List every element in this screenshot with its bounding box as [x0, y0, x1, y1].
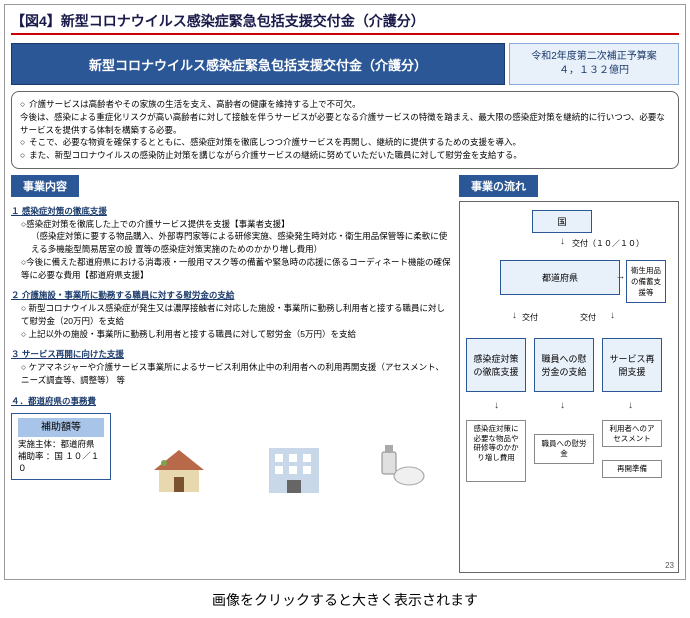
main-row: 事業内容 １ 感染症対策の徹底支援 ○感染症対策を徹底した上での介護サービス提供… — [11, 175, 679, 573]
s3-a: ○ ケアマネジャーや介護サービス事業所によるサービス利用休止中の利用者への利用再… — [21, 361, 451, 387]
s2-b: ○ 上記以外の施設・事業所に勤務し利用者と接する職員に対して慰労金（5万円）を支… — [21, 328, 451, 341]
main-title: 新型コロナウイルス感染症緊急包括支援交付金（介護分） — [11, 43, 505, 85]
s3-title: ３ サービス再開に向けた支援 — [11, 348, 451, 361]
node-reward: 職員への慰労金の支給 — [534, 338, 594, 392]
subsidy-box: 補助額等 実施主体：都道府県 補助率 ：国 １０／１０ — [11, 413, 111, 480]
right-tab: 事業の流れ — [459, 175, 538, 197]
right-column: 事業の流れ 国 ↓ 交付（１０／１０） 都道府県 衛生用品の備蓄支援等 ↓ ↓ … — [459, 175, 679, 573]
detail-b: 職員への慰労金 — [534, 434, 594, 464]
building-icon — [259, 440, 329, 495]
node-country: 国 — [532, 210, 592, 233]
intro-1: 今後は、感染による重症化リスクが高い高齢者に対して接触を伴うサービスが必要となる… — [20, 111, 670, 137]
arrow-icon: ↓ — [628, 400, 633, 411]
s4-title: ４．都道府県の事務費 — [11, 395, 451, 408]
arrow-icon: ↓ — [512, 310, 517, 321]
left-content: １ 感染症対策の徹底支援 ○感染症対策を徹底した上での介護サービス提供を支援【事… — [11, 205, 451, 495]
label-deliver-1: 交付 — [522, 312, 538, 323]
sanitizer-mask-icon — [374, 440, 429, 495]
left-tab: 事業内容 — [11, 175, 79, 197]
arrow-icon: ↓ — [615, 275, 626, 280]
page-number: 23 — [665, 561, 674, 570]
figure-title: 【図4】新型コロナウイルス感染症緊急包括支援交付金（介護分） — [11, 11, 679, 35]
detail-a: 感染症対策に必要な物品や研修等のかかり増し費用 — [466, 420, 526, 482]
budget-line2: ４，１３２億円 — [516, 64, 672, 78]
s2-title: ２ 介護施設・事業所に勤務する職員に対する慰労金の支給 — [11, 289, 451, 302]
subsidy-title: 補助額等 — [18, 418, 104, 437]
subsidy-body2: 補助率 ：国 １０／１０ — [18, 451, 104, 475]
label-deliver-2: 交付 — [580, 312, 596, 323]
arrow-icon: ↓ — [560, 236, 565, 247]
budget-box: 令和2年度第二次補正予算案 ４，１３２億円 — [509, 43, 679, 85]
arrow-icon: ↓ — [610, 310, 615, 321]
label-grant: 交付（１０／１０） — [572, 238, 644, 249]
s2-a: ○ 新型コロナウイルス感染症が発生又は濃厚接触者に対応した施設・事業所に勤務し利… — [21, 302, 451, 328]
intro-2: そこで、必要な物資を確保するとともに、感染症対策を徹底しつつ介護サービスを再開し… — [29, 136, 521, 149]
s1-a: ○感染症対策を徹底した上での介護サービス提供を支援【事業者支援】 — [21, 218, 451, 231]
node-prefecture: 都道府県 — [500, 260, 620, 295]
detail-c2: 再開準備 — [602, 460, 662, 478]
subsidy-body1: 実施主体：都道府県 — [18, 439, 104, 451]
left-column: 事業内容 １ 感染症対策の徹底支援 ○感染症対策を徹底した上での介護サービス提供… — [11, 175, 451, 573]
budget-line1: 令和2年度第二次補正予算案 — [516, 50, 672, 64]
arrow-icon: ↓ — [560, 400, 565, 411]
s1-b: ○今後に備えた都道府県における消毒液・一般用マスク等の備蓄や緊急時の応援に係るコ… — [21, 256, 451, 282]
footer-text[interactable]: 画像をクリックすると大きく表示されます — [0, 590, 690, 618]
document-frame: 【図4】新型コロナウイルス感染症緊急包括支援交付金（介護分） 新型コロナウイルス… — [4, 4, 686, 580]
flow-diagram: 国 ↓ 交付（１０／１０） 都道府県 衛生用品の備蓄支援等 ↓ ↓ 交付 ↓ 交… — [459, 201, 679, 573]
intro-3: また、新型コロナウイルスの感染防止対策を講じながら介護サービスの継続に努めていた… — [29, 149, 522, 162]
intro-0: 介護サービスは高齢者やその家族の生活を支え、高齢者の健康を維持する上で不可欠。 — [29, 98, 361, 111]
node-infection: 感染症対策の徹底支援 — [466, 338, 526, 392]
intro-box: ○介護サービスは高齢者やその家族の生活を支え、高齢者の健康を維持する上で不可欠。… — [11, 91, 679, 169]
node-hygiene: 衛生用品の備蓄支援等 — [626, 260, 666, 303]
header-row: 新型コロナウイルス感染症緊急包括支援交付金（介護分） 令和2年度第二次補正予算案… — [11, 43, 679, 85]
detail-c1: 利用者へのアセスメント — [602, 420, 662, 448]
s1-a-sub: （感染症対策に要する物品購入、外部専門家等による研修実施、感染発生時対応・衛生用… — [31, 230, 451, 256]
arrow-icon: ↓ — [494, 400, 499, 411]
illustration-row — [121, 440, 451, 495]
s1-title: １ 感染症対策の徹底支援 — [11, 205, 451, 218]
node-restart: サービス再開支援 — [602, 338, 662, 392]
house-icon — [144, 445, 214, 495]
